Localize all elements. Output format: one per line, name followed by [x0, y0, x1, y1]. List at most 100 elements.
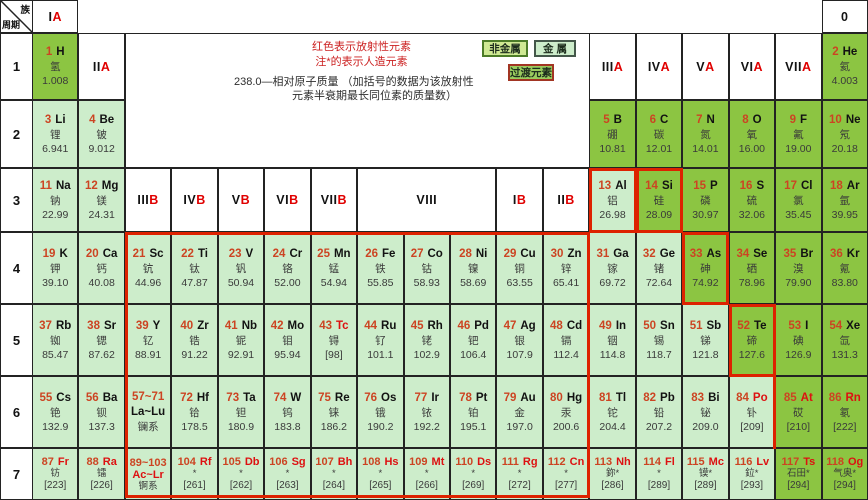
group-numeral: VIII — [416, 193, 438, 207]
atomic-number: 11 — [39, 179, 52, 192]
element-symbol-line: 46 Pd — [457, 319, 489, 334]
element-Y: 39 Y 钇 88.91 — [124, 304, 172, 376]
element-mass: 6.941 — [42, 142, 69, 155]
element-chinese-name: 铟 — [607, 334, 618, 347]
element-As: 33 As 砷 74.92 — [682, 232, 729, 304]
element-symbol-line: 110 Ds — [455, 456, 491, 468]
element-symbol: Ru — [381, 319, 397, 332]
element-H: 1 H 氢 1.008 — [32, 33, 79, 100]
element-symbol-line: 4 Be — [89, 113, 114, 128]
element-Pt: 78 Pt 铂 195.1 — [450, 376, 497, 448]
series-chinese-name: 镧系 — [137, 421, 159, 433]
element-chinese-name: 氩 — [839, 194, 851, 207]
element-symbol-line: 83 Bi — [691, 391, 719, 406]
element-symbol-line: 22 Ti — [181, 247, 208, 262]
element-chinese-name: 铝 — [607, 194, 618, 207]
element-mass: 183.8 — [274, 420, 301, 433]
element-symbol-line: 80 Hg — [550, 391, 582, 406]
atomic-number: 116 — [734, 456, 753, 468]
element-Ge: 32 Ge 锗 72.64 — [635, 232, 683, 304]
element-mass: 121.8 — [692, 348, 719, 361]
atomic-number: 41 — [224, 319, 238, 332]
element-chinese-name: * — [285, 468, 290, 479]
element-mass: 35.45 — [785, 208, 812, 221]
element-chinese-name: 铯 — [49, 406, 61, 419]
element-mass: 28.09 — [645, 208, 673, 221]
element-symbol-line: 104 Rf — [178, 456, 212, 468]
element-mass: 200.6 — [552, 420, 580, 433]
atomic-number: 40 — [180, 319, 194, 332]
element-symbol-line: 48 Cd — [550, 319, 582, 334]
element-chinese-name: 碘 — [793, 334, 804, 347]
element-mass: 209.0 — [692, 420, 719, 433]
element-Fl: 114 Fl * [289] — [635, 448, 683, 500]
element-chinese-name: 钽 — [235, 406, 247, 419]
element-symbol: Pt — [475, 391, 488, 404]
atomic-number: 20 — [85, 247, 99, 260]
element-mass: 204.4 — [599, 420, 626, 433]
element-Co: 27 Co 钴 58.93 — [403, 232, 450, 304]
element-P: 15 P 磷 30.97 — [682, 168, 729, 232]
element-Tl: 81 Tl 铊 204.4 — [589, 376, 636, 448]
atomic-number: 56 — [85, 391, 99, 404]
group-numeral: VII — [785, 59, 802, 74]
element-chinese-name: 锂 — [49, 128, 61, 141]
element-symbol-line: 30 Zn — [551, 247, 582, 262]
element-mass: 79.90 — [785, 276, 812, 289]
element-symbol-line: 107 Bh — [315, 456, 352, 468]
element-symbol-line: 11 Na — [40, 179, 71, 194]
atomic-number: 30 — [550, 247, 564, 260]
element-Mc: 115 Mc 镆* [289] — [682, 448, 729, 500]
legend-metal-box: 金 属 — [534, 40, 576, 57]
element-symbol-line: 51 Sb — [690, 319, 722, 334]
element-symbol-line: 47 Ag — [504, 319, 536, 334]
element-Cr: 24 Cr 铬 52.00 — [264, 232, 311, 304]
group-header-IIIA: III A — [589, 33, 636, 100]
atomic-number: 85 — [783, 391, 797, 404]
element-mass: [293] — [740, 480, 763, 491]
atomic-number: 55 — [39, 391, 53, 404]
legend-transition-box: 过渡元素 — [508, 64, 554, 81]
period-2: 2 — [0, 100, 33, 168]
element-mass: 186.2 — [320, 420, 348, 433]
element-symbol: Rn — [845, 391, 861, 404]
element-mass: 195.1 — [460, 420, 487, 433]
element-chinese-name: 鉨* — [605, 468, 620, 479]
atomic-number: 18 — [829, 179, 843, 192]
element-chinese-name: * — [517, 468, 522, 479]
series-range-line: 57~71 — [132, 390, 164, 405]
atomic-number: 4 — [89, 113, 96, 126]
element-symbol-line: 12 Mg — [85, 179, 118, 194]
atomic-number: 77 — [414, 391, 428, 404]
element-mass: 1.008 — [42, 75, 69, 87]
element-symbol: Cn — [569, 456, 585, 468]
element-Db: 105 Db * [262] — [217, 448, 265, 500]
atomic-number: 46 — [457, 319, 471, 332]
element-Nh: 113 Nh 鉨* [286] — [589, 448, 636, 500]
element-Rg: 111 Rg * [272] — [496, 448, 543, 500]
element-symbol: Y — [152, 319, 161, 332]
element-symbol: Mo — [287, 319, 305, 332]
element-symbol: Nh — [616, 456, 631, 468]
element-chinese-name: 铪 — [189, 406, 200, 419]
atomic-number: 38 — [87, 319, 100, 332]
element-chinese-name: 磷 — [700, 194, 711, 207]
atomic-number: 117 — [781, 456, 800, 468]
element-symbol-line: 20 Ca — [86, 247, 118, 262]
element-chinese-name: 锇 — [375, 406, 386, 419]
atomic-number: 37 — [39, 319, 52, 332]
element-mass: [266] — [415, 480, 438, 491]
atomic-number: 44 — [364, 319, 378, 332]
element-symbol-line: 36 Kr — [830, 247, 860, 262]
element-chinese-name: 金 — [514, 406, 525, 419]
atomic-number: 48 — [550, 319, 563, 332]
group-numeral: IV — [183, 193, 197, 207]
element-symbol: Si — [661, 179, 673, 192]
element-mass: 92.91 — [227, 348, 255, 361]
element-symbol: Ta — [243, 391, 256, 404]
element-symbol: Ra — [102, 456, 117, 468]
element-Cu: 29 Cu 铜 63.55 — [496, 232, 543, 304]
element-symbol-line: 87 Fr — [42, 456, 69, 468]
element-Bi: 83 Bi 铋 209.0 — [682, 376, 729, 448]
